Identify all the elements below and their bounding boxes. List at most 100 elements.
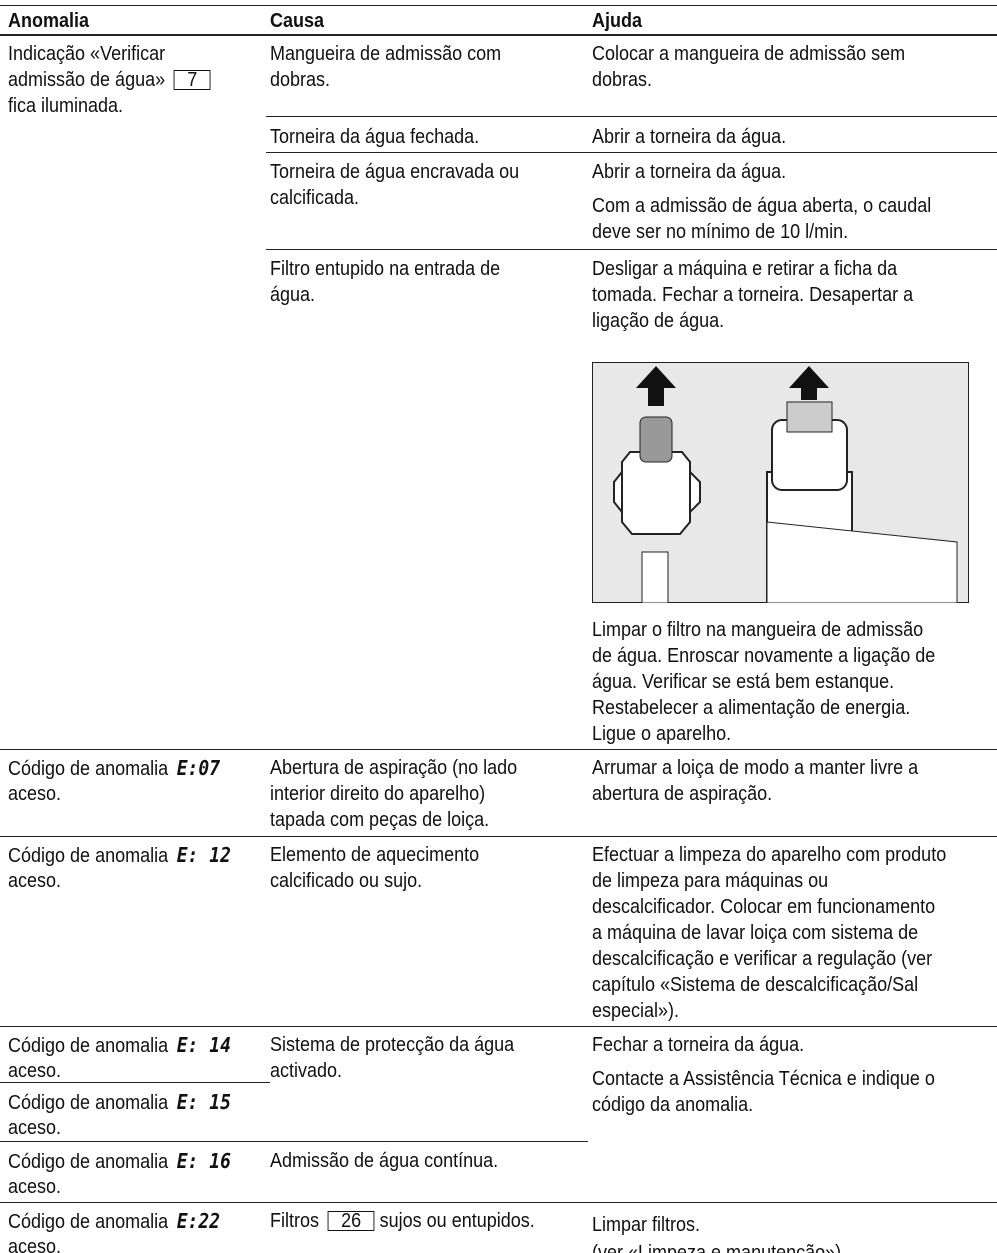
text-line: Código de anomalia E: 16 xyxy=(8,1148,231,1175)
text-line: Indicação «Verificar xyxy=(8,41,165,67)
text: Código de anomalia xyxy=(8,845,169,867)
text-line: Fechar a torneira da água. xyxy=(592,1032,804,1058)
text: de limpeza para máquinas ou xyxy=(592,870,829,892)
text-line: Filtro entupido na entrada de xyxy=(270,256,500,282)
rule xyxy=(0,1202,997,1203)
text-line: Código de anomalia E: 15 xyxy=(8,1089,231,1116)
rule xyxy=(266,249,997,250)
text-line: interior direito do aparelho) xyxy=(270,781,485,807)
text-line: Abertura de aspiração (no lado xyxy=(270,755,517,781)
reference-box: 7 xyxy=(173,70,211,90)
text: água. xyxy=(270,284,316,306)
text-line: especial»). xyxy=(592,998,679,1024)
text-line: Ligue o aparelho. xyxy=(592,721,731,747)
text-line: água. xyxy=(270,282,315,308)
text-line: tapada com peças de loiça. xyxy=(270,807,489,833)
text: código da anomalia. xyxy=(592,1094,754,1116)
text-line: capítulo «Sistema de descalcificação/Sal xyxy=(592,972,918,998)
text-line: Limpar filtros. xyxy=(592,1212,700,1238)
text-line: Com a admissão de água aberta, o caudal xyxy=(592,193,931,219)
text: interior direito do aparelho) xyxy=(270,783,486,805)
text-line: Abrir a torneira da água. xyxy=(592,124,786,150)
text: descalcificação e verificar a regulação … xyxy=(592,948,933,970)
text-line: Restabelecer a alimentação de energia. xyxy=(592,695,910,721)
text-line: aceso. xyxy=(8,1234,61,1253)
text-line: Anomalia xyxy=(8,8,89,34)
text: aceso. xyxy=(8,1176,62,1198)
text-line: Torneira de água encravada ou xyxy=(270,159,519,185)
text: Elemento de aquecimento xyxy=(270,844,480,866)
rule xyxy=(0,1141,588,1142)
text-line: Torneira da água fechada. xyxy=(270,124,479,150)
text: descalcificador. Colocar em funcionament… xyxy=(592,896,936,918)
text-line: Mangueira de admissão com xyxy=(270,41,501,67)
text-line: Abrir a torneira da água. xyxy=(592,159,786,185)
text-line: Código de anomalia E: 14 xyxy=(8,1032,231,1059)
text-line: de água. Enroscar novamente a ligação de xyxy=(592,643,935,669)
text-line: Contacte a Assistência Técnica e indique… xyxy=(592,1066,935,1092)
text: Abrir a torneira da água. xyxy=(592,161,787,183)
text-line: (ver «Limpeza e manutenção»). xyxy=(592,1240,846,1253)
text: Admissão de água contínua. xyxy=(270,1150,499,1172)
text: fica iluminada. xyxy=(8,95,124,117)
text-line: Sistema de protecção da água xyxy=(270,1032,514,1058)
text: aceso. xyxy=(8,1060,62,1082)
error-code: E: 14 xyxy=(176,1033,231,1057)
rule xyxy=(266,152,997,153)
text: Fechar a torneira da água. xyxy=(592,1034,805,1056)
text-line: aceso. xyxy=(8,868,61,894)
text-line: Arrumar a loiça de modo a manter livre a xyxy=(592,755,918,781)
text-line: calcificada. xyxy=(270,185,359,211)
text-line: Efectuar a limpeza do aparelho com produ… xyxy=(592,842,946,868)
text: aceso. xyxy=(8,783,62,805)
text: Restabelecer a alimentação de energia. xyxy=(592,697,911,719)
error-code: E:22 xyxy=(176,1209,221,1233)
reference-box: 26 xyxy=(327,1211,375,1231)
text-line: tomada. Fechar a torneira. Desapertar a xyxy=(592,282,913,308)
text-line: aceso. xyxy=(8,1174,61,1200)
text-line: Colocar a mangueira de admissão sem xyxy=(592,41,905,67)
text-line: aceso. xyxy=(8,781,61,807)
text: aceso. xyxy=(8,1117,62,1139)
text: Arrumar a loiça de modo a manter livre a xyxy=(592,757,919,779)
text-line: a máquina de lavar loiça com sistema de xyxy=(592,920,918,946)
rule xyxy=(0,1026,997,1027)
text: dobras. xyxy=(592,69,653,91)
header-cell: Causa xyxy=(270,10,325,32)
text: Torneira de água encravada ou xyxy=(270,161,520,183)
text-line: Desligar a máquina e retirar a ficha da xyxy=(592,256,897,282)
text-line: calcificado ou sujo. xyxy=(270,868,422,894)
rule xyxy=(0,836,997,837)
text: Ligue o aparelho. xyxy=(592,723,732,745)
text-line: dobras. xyxy=(270,67,330,93)
text-line: Elemento de aquecimento xyxy=(270,842,479,868)
text-line: Causa xyxy=(270,8,324,34)
text: admissão de água» xyxy=(8,69,166,91)
text: Código de anomalia xyxy=(8,1035,169,1057)
text: tapada com peças de loiça. xyxy=(270,809,490,831)
text-line: ligação de água. xyxy=(592,308,724,334)
text: Código de anomalia xyxy=(8,1151,169,1173)
text-line: Código de anomalia E: 12 xyxy=(8,842,231,869)
text-line: de limpeza para máquinas ou xyxy=(592,868,828,894)
text: Colocar a mangueira de admissão sem xyxy=(592,43,906,65)
rule xyxy=(0,749,997,750)
text: Contacte a Assistência Técnica e indique… xyxy=(592,1068,935,1090)
text-line: descalcificador. Colocar em funcionament… xyxy=(592,894,935,920)
text-line: Código de anomalia E:07 xyxy=(8,755,220,782)
text: aceso. xyxy=(8,1236,62,1253)
rule xyxy=(0,5,997,6)
text: Código de anomalia xyxy=(8,1092,169,1114)
header-cell: Ajuda xyxy=(592,10,643,32)
text: Abertura de aspiração (no lado xyxy=(270,757,518,779)
rule xyxy=(0,34,997,36)
header-cell: Anomalia xyxy=(8,10,90,32)
text-line: descalcificação e verificar a regulação … xyxy=(592,946,932,972)
text: Com a admissão de água aberta, o caudal xyxy=(592,195,932,217)
text: aceso. xyxy=(8,870,62,892)
text: tomada. Fechar a torneira. Desapertar a xyxy=(592,284,914,306)
text-line: água. Verificar se está bem estanque. xyxy=(592,669,894,695)
text-line: Filtros 26 sujos ou entupidos. xyxy=(270,1208,535,1234)
text: Indicação «Verificar xyxy=(8,43,166,65)
